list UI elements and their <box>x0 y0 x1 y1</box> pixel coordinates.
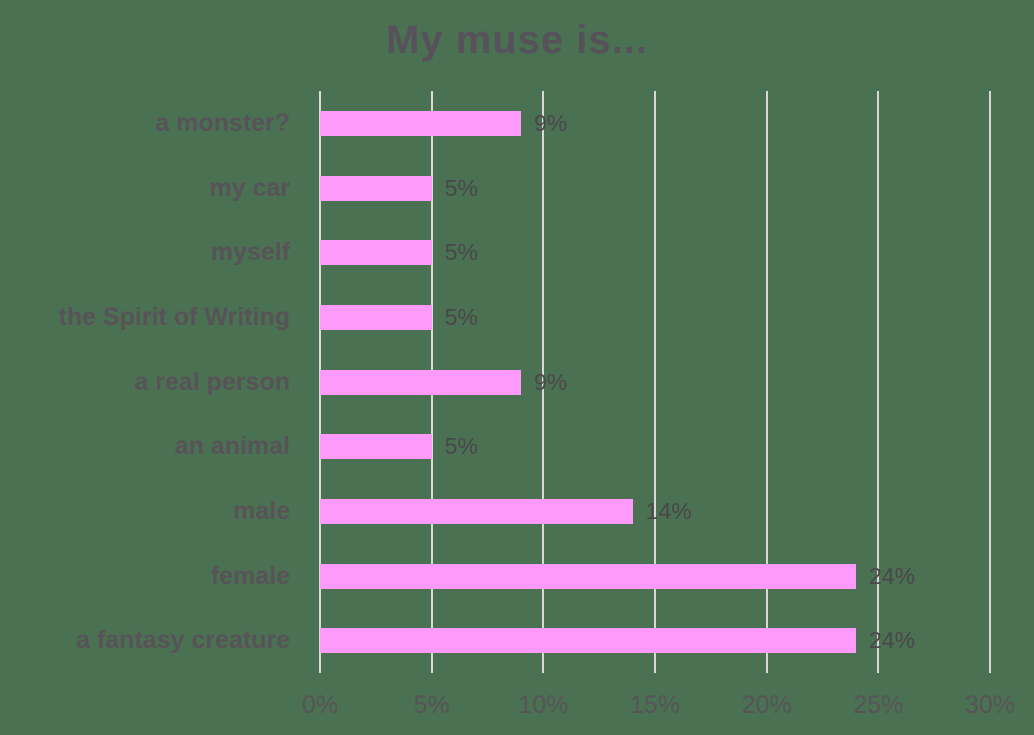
category-label: female <box>210 561 290 590</box>
chart-title: My muse is... <box>386 18 648 62</box>
value-label: 9% <box>534 368 568 395</box>
gridline-20% <box>765 91 768 673</box>
category-label: the Spirit of Writing <box>58 303 290 331</box>
gridline-30% <box>989 91 991 673</box>
x-tick-label: 5% <box>413 691 450 719</box>
bar-a-monster- <box>320 110 521 136</box>
value-label: 5% <box>444 174 478 201</box>
gridline-10% <box>542 91 545 673</box>
category-label: a monster? <box>155 109 290 137</box>
gridline-15% <box>654 91 656 673</box>
bar-my-car <box>320 175 432 201</box>
x-tick-label: 15% <box>629 691 681 719</box>
bar-myself <box>320 240 432 266</box>
value-label: 5% <box>444 239 478 266</box>
bar-female <box>320 563 856 589</box>
bar-a-fantasy-creature <box>320 628 856 654</box>
category-label: a real person <box>134 367 290 396</box>
value-label: 5% <box>444 304 478 330</box>
category-label: male <box>233 497 290 525</box>
value-label: 24% <box>869 627 916 654</box>
value-label: 14% <box>645 498 692 524</box>
bar-the-spirit-of-writing <box>320 304 432 330</box>
category-label: myself <box>210 238 290 267</box>
bar-a-real-person <box>320 369 521 395</box>
value-label: 24% <box>869 562 916 589</box>
value-label: 9% <box>534 110 568 136</box>
category-label: an animal <box>174 432 290 461</box>
x-tick-label: 20% <box>741 691 792 719</box>
value-label: 5% <box>444 433 478 460</box>
x-tick-label: 10% <box>518 691 569 719</box>
x-tick-label: 0% <box>301 691 339 719</box>
bar-an-animal <box>320 434 432 460</box>
x-tick-label: 30% <box>964 691 1016 719</box>
category-label: my car <box>209 173 290 202</box>
x-tick-label: 25% <box>853 691 904 719</box>
bar-male <box>320 498 633 524</box>
gridline-25% <box>877 91 880 673</box>
category-label: a fantasy creature <box>75 626 290 655</box>
